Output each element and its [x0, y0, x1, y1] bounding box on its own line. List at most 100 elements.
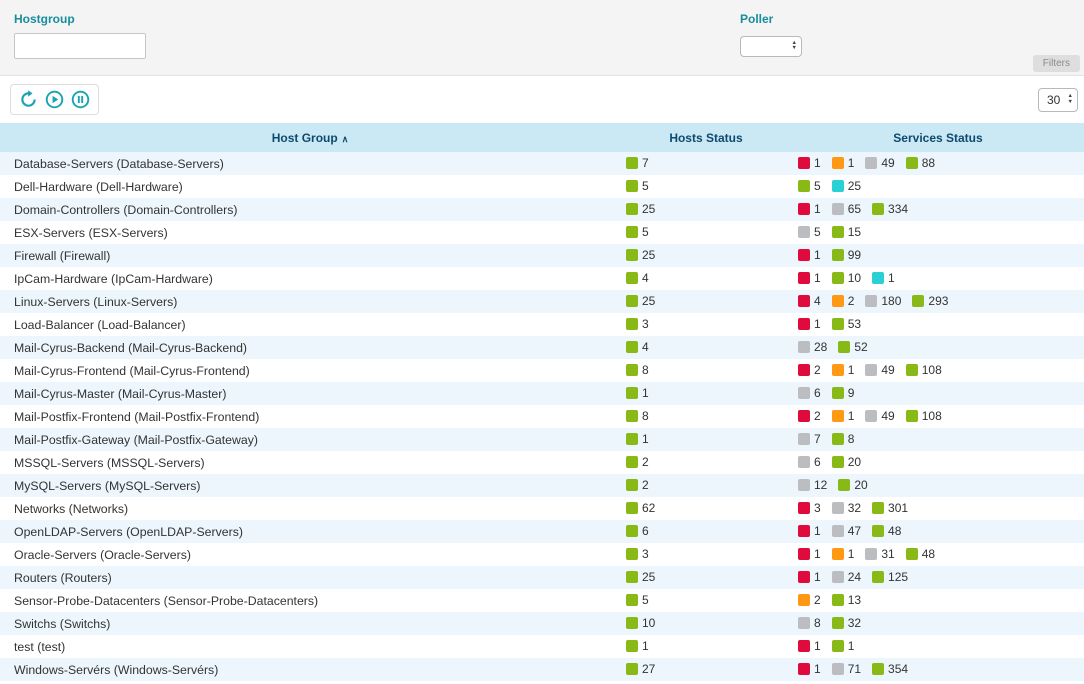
table-row[interactable]: Windows-Servérs (Windows-Servérs)2717135… [0, 658, 1084, 681]
status-badge-green: 88 [906, 156, 935, 170]
red-status-icon [798, 525, 810, 537]
status-badge-green: 108 [906, 363, 942, 377]
table-row[interactable]: MSSQL-Servers (MSSQL-Servers)2620 [0, 451, 1084, 474]
table-row[interactable]: test (test)111 [0, 635, 1084, 658]
status-badge-gray: 49 [865, 363, 894, 377]
hosts-status-cell: 4 [620, 340, 792, 356]
table-row[interactable]: Firewall (Firewall)25199 [0, 244, 1084, 267]
gray-status-icon [798, 341, 810, 353]
services-status-cell: 42180293 [792, 294, 1084, 310]
hostgroup-name: Domain-Controllers (Domain-Controllers) [0, 203, 620, 217]
status-badge-orange: 2 [832, 294, 855, 308]
table-row[interactable]: Dell-Hardware (Dell-Hardware)5525 [0, 175, 1084, 198]
gray-status-icon [865, 410, 877, 422]
hosts-status-cell: 1 [620, 432, 792, 448]
table-row[interactable]: IpCam-Hardware (IpCam-Hardware)41101 [0, 267, 1084, 290]
status-count: 6 [814, 455, 821, 469]
status-count: 1 [642, 639, 649, 653]
poller-select[interactable]: ▲▼ [740, 36, 802, 57]
red-status-icon [798, 571, 810, 583]
status-count: 1 [848, 156, 855, 170]
status-badge-gray: 180 [865, 294, 901, 308]
services-status-cell: 2149108 [792, 363, 1084, 379]
status-badge-orange: 1 [832, 156, 855, 170]
table-row[interactable]: MySQL-Servers (MySQL-Servers)21220 [0, 474, 1084, 497]
play-icon[interactable] [45, 90, 64, 109]
table-row[interactable]: OpenLDAP-Servers (OpenLDAP-Servers)61474… [0, 520, 1084, 543]
green-status-icon [626, 617, 638, 629]
table-row[interactable]: Database-Servers (Database-Servers)71149… [0, 152, 1084, 175]
table-row[interactable]: ESX-Servers (ESX-Servers)5515 [0, 221, 1084, 244]
status-badge-green: 5 [626, 179, 649, 193]
gray-status-icon [798, 456, 810, 468]
status-badge-green: 1 [626, 386, 649, 400]
hostgroup-name: ESX-Servers (ESX-Servers) [0, 226, 620, 240]
hosts-status-cell: 3 [620, 547, 792, 563]
gray-status-icon [832, 502, 844, 514]
status-count: 25 [642, 294, 655, 308]
table-row[interactable]: Mail-Cyrus-Master (Mail-Cyrus-Master)169 [0, 382, 1084, 405]
table-row[interactable]: Domain-Controllers (Domain-Controllers)2… [0, 198, 1084, 221]
filters-button[interactable]: Filters [1033, 55, 1080, 72]
hostgroup-name: MSSQL-Servers (MSSQL-Servers) [0, 456, 620, 470]
table-row[interactable]: Sensor-Probe-Datacenters (Sensor-Probe-D… [0, 589, 1084, 612]
status-count: 2 [642, 455, 649, 469]
table-row[interactable]: Networks (Networks)62332301 [0, 497, 1084, 520]
status-count: 5 [814, 179, 821, 193]
status-badge-green: 108 [906, 409, 942, 423]
status-count: 27 [642, 662, 655, 676]
services-status-cell: 525 [792, 179, 1084, 195]
red-status-icon [798, 640, 810, 652]
green-status-icon [872, 502, 884, 514]
green-status-icon [832, 272, 844, 284]
green-status-icon [912, 295, 924, 307]
table-row[interactable]: Mail-Cyrus-Frontend (Mail-Cyrus-Frontend… [0, 359, 1084, 382]
table-row[interactable]: Mail-Cyrus-Backend (Mail-Cyrus-Backend)4… [0, 336, 1084, 359]
table-row[interactable]: Linux-Servers (Linux-Servers)2542180293 [0, 290, 1084, 313]
services-status-cell: 2852 [792, 340, 1084, 356]
pause-icon[interactable] [71, 90, 90, 109]
status-count: 3 [814, 501, 821, 515]
table-row[interactable]: Load-Balancer (Load-Balancer)3153 [0, 313, 1084, 336]
red-status-icon [798, 663, 810, 675]
gray-status-icon [832, 663, 844, 675]
table-row[interactable]: Mail-Postfix-Gateway (Mail-Postfix-Gatew… [0, 428, 1084, 451]
status-badge-green: 8 [832, 432, 855, 446]
table-row[interactable]: Switchs (Switchs)10832 [0, 612, 1084, 635]
refresh-icon[interactable] [19, 90, 38, 109]
status-count: 1 [814, 156, 821, 170]
green-status-icon [626, 594, 638, 606]
services-status-cell: 165334 [792, 202, 1084, 218]
status-count: 32 [848, 616, 861, 630]
status-badge-gray: 47 [832, 524, 861, 538]
green-status-icon [626, 180, 638, 192]
status-count: 31 [881, 547, 894, 561]
status-count: 108 [922, 409, 942, 423]
column-header-services-status[interactable]: Services Status [792, 131, 1084, 145]
red-status-icon [798, 548, 810, 560]
hosts-status-cell: 4 [620, 271, 792, 287]
column-header-hosts-status[interactable]: Hosts Status [620, 131, 792, 145]
services-status-cell: 14748 [792, 524, 1084, 540]
status-badge-gray: 6 [798, 455, 821, 469]
table-row[interactable]: Routers (Routers)25124125 [0, 566, 1084, 589]
status-badge-gray: 12 [798, 478, 827, 492]
green-status-icon [906, 548, 918, 560]
page-size-select[interactable]: 30 ▲▼ [1038, 88, 1078, 112]
hosts-status-cell: 3 [620, 317, 792, 333]
status-badge-green: 32 [832, 616, 861, 630]
hostgroup-input[interactable] [14, 33, 146, 59]
table-body: Database-Servers (Database-Servers)71149… [0, 152, 1084, 681]
status-badge-green: 25 [626, 570, 655, 584]
select-arrows-icon: ▲▼ [1068, 94, 1073, 105]
status-count: 12 [814, 478, 827, 492]
table-row[interactable]: Oracle-Servers (Oracle-Servers)3113148 [0, 543, 1084, 566]
poller-label: Poller [740, 12, 802, 26]
table-row[interactable]: Mail-Postfix-Frontend (Mail-Postfix-Fron… [0, 405, 1084, 428]
status-badge-green: 27 [626, 662, 655, 676]
green-status-icon [872, 571, 884, 583]
services-status-cell: 1101 [792, 271, 1084, 287]
hosts-status-cell: 8 [620, 409, 792, 425]
status-badge-green: 2 [626, 478, 649, 492]
column-header-host-group[interactable]: Host Group∧ [0, 131, 620, 145]
